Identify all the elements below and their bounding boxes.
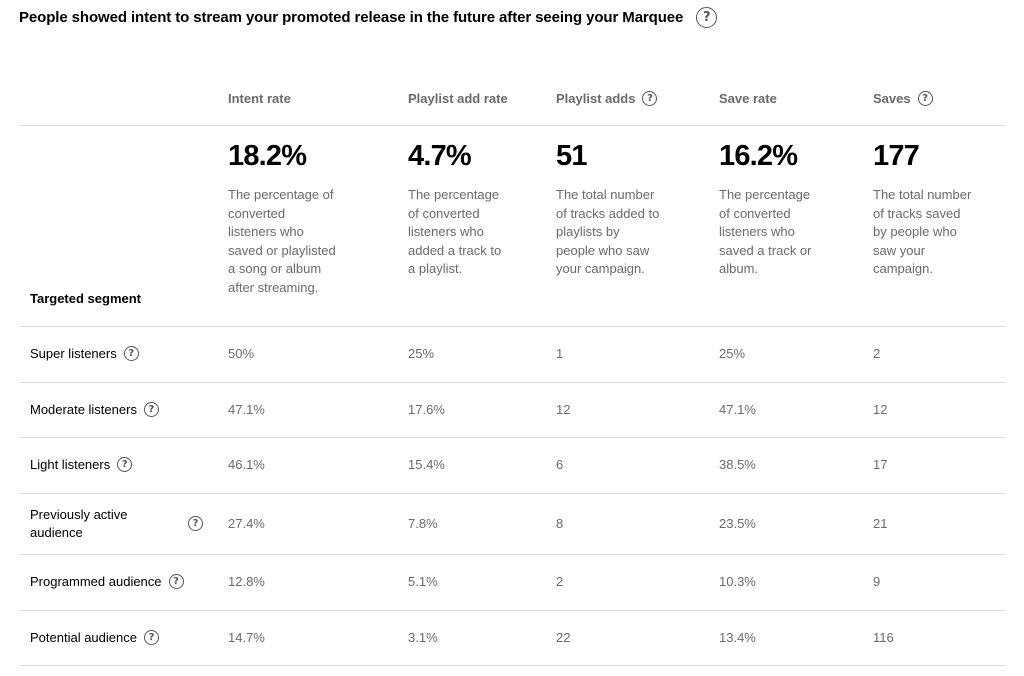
divider bbox=[19, 125, 1006, 126]
segment-name: Previously active audience? bbox=[30, 506, 203, 542]
saves-value: 2 bbox=[873, 346, 881, 361]
help-icon[interactable]: ? bbox=[117, 457, 133, 472]
save-rate-value: 13.4% bbox=[719, 630, 756, 645]
segment-name: Programmed audience? bbox=[30, 574, 184, 589]
save-rate-value: 38.5% bbox=[719, 457, 756, 472]
col-header-saves: Saves? bbox=[873, 90, 933, 106]
playlist-adds-value: 8 bbox=[556, 516, 564, 531]
targeted-segment-header: Targeted segment bbox=[30, 291, 142, 306]
help-icon[interactable]: ? bbox=[696, 6, 718, 28]
help-icon[interactable]: ? bbox=[143, 630, 159, 645]
save-rate-value: 47.1% bbox=[719, 402, 756, 417]
segment-name: Super listeners? bbox=[30, 346, 139, 361]
save-rate-value: 23.5% bbox=[719, 516, 756, 531]
playlist-add-rate-value: 7.8% bbox=[408, 516, 438, 531]
col-header-playlist-add-rate: Playlist add rate bbox=[408, 90, 508, 106]
saves-value: 12 bbox=[873, 402, 888, 417]
divider bbox=[19, 554, 1006, 555]
intent-rate-value: 14.7% bbox=[228, 630, 265, 645]
playlist-adds-value: 1 bbox=[556, 346, 564, 361]
save-rate-description: The percentage of converted listeners wh… bbox=[719, 187, 812, 276]
playlist-add-rate-value: 5.1% bbox=[408, 574, 438, 589]
divider bbox=[19, 382, 1006, 383]
col-header-label: Intent rate bbox=[228, 90, 291, 106]
playlist-add-rate-value: 17.6% bbox=[408, 402, 445, 417]
col-header-playlist-adds: Playlist adds? bbox=[556, 90, 658, 106]
segment-name: Moderate listeners? bbox=[30, 402, 159, 417]
saves-value: 21 bbox=[873, 516, 888, 531]
playlist-adds-total: 51 bbox=[556, 140, 587, 172]
save-rate-total: 16.2% bbox=[719, 140, 798, 172]
intent-rate-value: 46.1% bbox=[228, 457, 265, 472]
intent-rate-value: 50% bbox=[228, 346, 255, 361]
intent-rate-description: The percentage of converted listeners wh… bbox=[228, 187, 336, 295]
col-header-save-rate: Save rate bbox=[719, 90, 777, 106]
col-header-intent-rate: Intent rate bbox=[228, 90, 291, 106]
help-icon[interactable]: ? bbox=[188, 516, 203, 531]
saves-value: 116 bbox=[873, 630, 894, 645]
col-header-label: Save rate bbox=[719, 90, 777, 106]
col-header-label: Saves bbox=[873, 90, 911, 106]
saves-value: 9 bbox=[873, 574, 881, 589]
saves-value: 17 bbox=[873, 457, 888, 472]
playlist-add-rate-value: 15.4% bbox=[408, 457, 445, 472]
help-icon[interactable]: ? bbox=[143, 402, 159, 417]
intent-rate-total: 18.2% bbox=[228, 140, 307, 172]
intent-rate-value: 27.4% bbox=[228, 516, 265, 531]
help-icon[interactable]: ? bbox=[917, 90, 933, 106]
intent-rate-value: 47.1% bbox=[228, 402, 265, 417]
playlist-add-rate-value: 3.1% bbox=[408, 630, 438, 645]
divider bbox=[19, 326, 1006, 327]
divider bbox=[19, 437, 1006, 438]
divider bbox=[19, 493, 1006, 494]
playlist-add-rate-total: 4.7% bbox=[408, 140, 472, 172]
help-icon[interactable]: ? bbox=[642, 90, 658, 106]
help-icon[interactable]: ? bbox=[123, 346, 139, 361]
section-header: People showed intent to stream your prom… bbox=[19, 4, 718, 30]
playlist-adds-value: 12 bbox=[556, 402, 571, 417]
divider bbox=[19, 665, 1006, 666]
playlist-adds-value: 2 bbox=[556, 574, 564, 589]
playlist-add-rate-value: 25% bbox=[408, 346, 435, 361]
saves-description: The total number of tracks saved by peop… bbox=[873, 187, 972, 276]
save-rate-value: 25% bbox=[719, 346, 746, 361]
saves-total: 177 bbox=[873, 140, 920, 172]
col-header-label: Playlist add rate bbox=[408, 90, 508, 106]
col-header-label: Playlist adds bbox=[556, 90, 636, 106]
save-rate-value: 10.3% bbox=[719, 574, 756, 589]
playlist-add-rate-description: The percentage of converted listeners wh… bbox=[408, 187, 502, 276]
intent-rate-value: 12.8% bbox=[228, 574, 265, 589]
playlist-adds-value: 22 bbox=[556, 630, 571, 645]
help-icon[interactable]: ? bbox=[168, 574, 184, 589]
playlist-adds-value: 6 bbox=[556, 457, 564, 472]
section-title: People showed intent to stream your prom… bbox=[19, 8, 684, 26]
divider bbox=[19, 610, 1006, 611]
playlist-adds-description: The total number of tracks added to play… bbox=[556, 187, 660, 276]
segment-name: Potential audience? bbox=[30, 630, 159, 645]
segment-name: Light listeners? bbox=[30, 457, 133, 472]
